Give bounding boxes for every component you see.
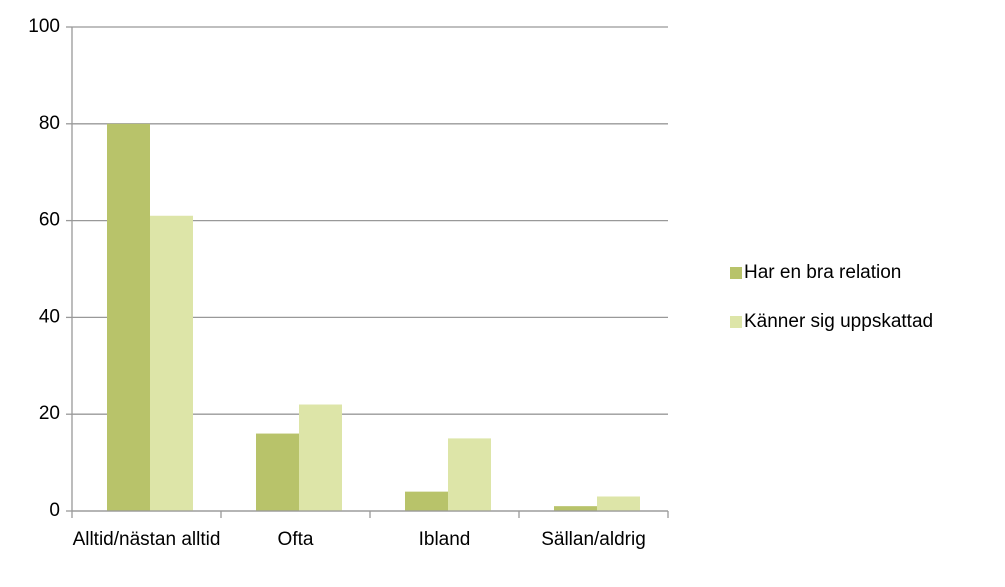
bar [256,433,299,511]
y-tick-label: 60 [39,210,60,231]
x-tick-label: Sällan/aldrig [541,529,646,550]
bar [554,506,597,511]
legend-label: Har en bra relation [744,262,901,283]
y-tick-label: 40 [39,306,60,327]
legend-label: Känner sig uppskattad [744,311,933,332]
legend-swatch [730,267,742,279]
y-tick-label: 100 [28,16,60,37]
bar [299,404,342,511]
y-tick-label: 0 [49,500,60,521]
bar [405,491,448,511]
bar [107,123,150,512]
x-tick-label: Ofta [277,529,314,550]
legend-swatch [730,316,742,328]
y-tick-label: 80 [39,113,60,134]
bar [150,215,193,511]
x-tick-label: Alltid/nästan alltid [72,529,221,550]
bar [597,496,640,511]
y-tick-label: 20 [39,403,60,424]
bar [448,438,491,511]
x-tick-label: Ibland [418,529,471,550]
